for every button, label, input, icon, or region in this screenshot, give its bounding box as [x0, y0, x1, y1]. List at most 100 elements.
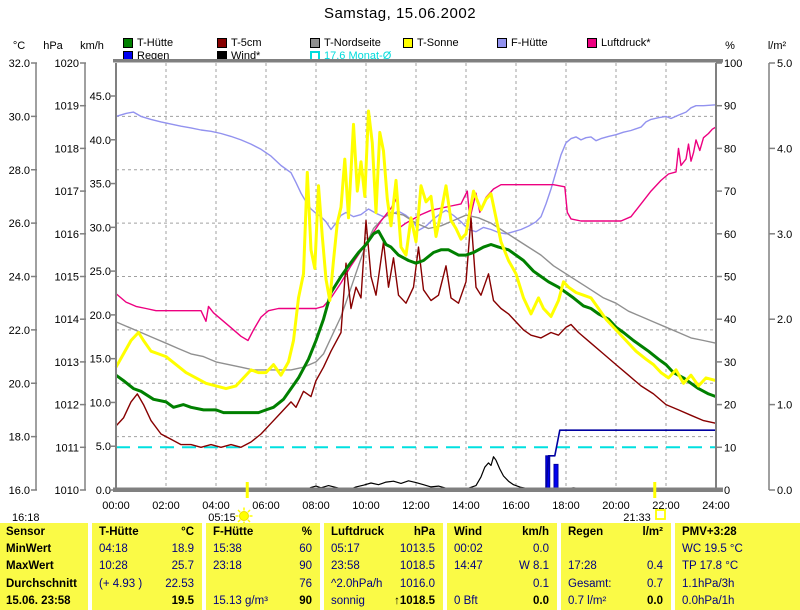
legend-label: T-5cm	[231, 37, 262, 49]
legend-swatch-icon	[123, 38, 133, 48]
sun-ray	[237, 509, 241, 513]
table-separator	[320, 523, 324, 610]
cell-value: 0.0	[647, 595, 663, 608]
cell-text: Regen	[568, 525, 604, 538]
axis-kmh-label: 35.0	[90, 179, 111, 191]
axis-lm2-label: 5.0	[777, 58, 792, 70]
axis-celsius-label: 28.0	[9, 165, 30, 177]
axis-hpa-label: 1015	[55, 272, 79, 284]
table-separator	[443, 523, 447, 610]
cell-value: 25.7	[171, 560, 194, 573]
axis-lm2-label: 2.0	[777, 314, 792, 326]
sunrise-axis-tick	[245, 482, 249, 498]
sunrise-time: 05:15	[208, 512, 236, 523]
sun-icon	[239, 511, 249, 521]
legend-item-t-nordseite: T-Nordseite	[310, 37, 381, 49]
cell-wind-cur: 0 Bft 0.0	[447, 593, 557, 610]
series-wind-	[305, 456, 604, 491]
axis-unit-c: °C	[13, 40, 25, 52]
cell-f-h-tte-cur: 15.13 g/m³ 90	[206, 593, 320, 610]
axis-kmh-label: 25.0	[90, 266, 111, 278]
cell-text: 04:18	[99, 543, 128, 556]
cell-regen-header: Regen l/m²	[561, 523, 671, 540]
axis-lm2-label: 4.0	[777, 143, 792, 155]
legend-label: Luftdruck*	[601, 37, 651, 49]
cell-value: ↑1018.5	[394, 595, 435, 608]
cell-t-h-tte-header: T-Hütte °C	[92, 523, 202, 540]
cell-value: 22.53	[165, 577, 194, 590]
cell-text: 23:18	[213, 560, 242, 573]
cell-regen-cur: 0.7 l/m² 0.0	[561, 593, 671, 610]
axis-kmh-label: 5.0	[96, 441, 111, 453]
axis-percent-label: 80	[724, 143, 736, 155]
x-tick-label: 20:00	[602, 500, 630, 512]
table-separator	[88, 523, 92, 610]
series-t-5cm	[115, 217, 717, 448]
axis-percent-label: 0	[724, 485, 730, 497]
axis-kmh-label: 0.0	[96, 485, 111, 497]
axis-percent-label: 50	[724, 272, 736, 284]
cell-f-h-tte-max: 23:18 90	[206, 558, 320, 575]
axis-unit-lm2: l/m²	[768, 40, 787, 52]
cell-value: km/h	[522, 525, 549, 538]
x-tick-label: 12:00	[402, 500, 430, 512]
legend-swatch-icon	[403, 38, 413, 48]
axis-celsius-label: 30.0	[9, 111, 30, 123]
axis-percent-label: 40	[724, 314, 736, 326]
cell-luftdruck-header: Luftdruck hPa	[324, 523, 443, 540]
axis-hpa-label: 1013	[55, 357, 79, 369]
cell-value: 1016.0	[399, 577, 435, 590]
series-t-h-tte	[115, 229, 717, 415]
cell-value: 90	[299, 560, 312, 573]
cell-text: F-Hütte	[213, 525, 254, 538]
axis-percent-label: 90	[724, 101, 736, 113]
axis-celsius-label: 26.0	[9, 218, 30, 230]
axis-percent-label: 10	[724, 442, 736, 454]
cell-text: 0.0hPa/1h	[682, 595, 735, 608]
axis-hpa-label: 1018	[55, 143, 79, 155]
axis-kmh-label: 40.0	[90, 135, 111, 147]
cell-text: (+ 4.93 )	[99, 577, 143, 590]
cell-value: 1018.5	[399, 560, 435, 573]
x-tick-label: 14:00	[452, 500, 480, 512]
sun-ray	[237, 519, 241, 523]
cell-luftdruck-cur: sonnig ↑1018.5	[324, 593, 443, 610]
axis-hpa-label: 1016	[55, 229, 79, 241]
cell-regen-avg: Gesamt: 0.7	[561, 575, 671, 592]
sensor-stats-table: Sensor T-Hütte °C F-Hütte% Luftdruck hPa Wind k…	[0, 523, 800, 610]
cell-t-h-tte-max: 10:28 25.7	[92, 558, 202, 575]
cell-value: 0.4	[647, 560, 663, 573]
cell-text: Luftdruck	[331, 525, 385, 538]
legend-label: F-Hütte	[511, 37, 548, 49]
axis-celsius-label: 16.0	[9, 485, 30, 497]
cell-text: 0.7 l/m²	[568, 595, 607, 608]
cell-text: sonnig	[331, 595, 365, 608]
cell-text: 17:28	[568, 560, 597, 573]
cell-value: 19.5	[171, 595, 194, 608]
legend-item-t-h-tte: T-Hütte	[123, 37, 173, 49]
x-tick-label: 08:00	[302, 500, 330, 512]
legend-swatch-icon	[587, 38, 597, 48]
cell-value: 0.7	[647, 577, 663, 590]
legend-item-luftdruck-: Luftdruck*	[587, 37, 651, 49]
cell-t-h-tte-avg: (+ 4.93 ) 22.53	[92, 575, 202, 592]
axis-hpa-label: 1014	[55, 314, 79, 326]
legend-label: T-Hütte	[137, 37, 174, 49]
axis-percent-label: 60	[724, 229, 736, 241]
marker-left-time: 16:18	[12, 512, 40, 523]
cell-value: 0.1	[533, 577, 549, 590]
cell-luftdruck-max: 23:58 1018.5	[324, 558, 443, 575]
axis-celsius-label: 32.0	[9, 58, 30, 70]
cell-value: hPa	[413, 525, 435, 538]
axis-lm2-label: 3.0	[777, 229, 792, 241]
x-tick-label: 18:00	[552, 500, 580, 512]
axis-kmh-label: 20.0	[90, 310, 111, 322]
axis-kmh-label: 10.0	[90, 397, 111, 409]
x-tick-label: 16:00	[502, 500, 530, 512]
cell-value: 1013.5	[399, 543, 435, 556]
cell-wind-min: 00:02 0.0	[447, 540, 557, 557]
x-tick-label: 04:00	[202, 500, 230, 512]
cell-t-h-tte-min: 04:18 18.9	[92, 540, 202, 557]
plot-frame-top	[113, 59, 723, 63]
cell-pmv-3-28-min: WC 19.5 °C	[675, 540, 800, 557]
